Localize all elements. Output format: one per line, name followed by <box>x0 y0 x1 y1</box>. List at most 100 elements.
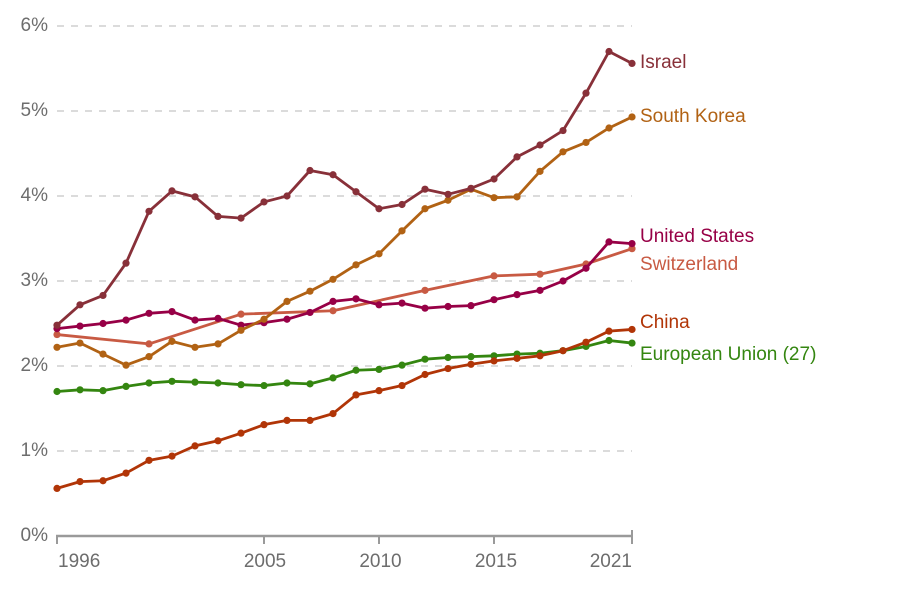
marker-south-korea <box>329 275 337 283</box>
marker-china <box>99 477 107 485</box>
marker-european-union-27 <box>306 380 314 388</box>
marker-south-korea <box>605 124 613 132</box>
series-label-south-korea[interactable]: South Korea <box>640 105 746 127</box>
marker-switzerland <box>53 330 61 339</box>
marker-south-korea <box>582 138 590 147</box>
marker-south-korea <box>145 353 153 361</box>
marker-european-union-27 <box>398 361 406 369</box>
marker-united-states <box>513 291 521 299</box>
marker-south-korea <box>421 205 429 213</box>
y-axis-tick-label: 6% <box>20 15 48 36</box>
marker-switzerland <box>490 272 498 280</box>
marker-south-korea <box>99 350 107 358</box>
series-european-union-27[interactable] <box>53 336 636 396</box>
marker-israel <box>490 175 498 183</box>
marker-united-states <box>628 240 636 248</box>
marker-south-korea <box>237 326 245 334</box>
marker-china <box>329 410 337 418</box>
series-united-states[interactable] <box>53 238 636 333</box>
marker-israel <box>306 166 314 175</box>
y-axis-tick-label: 3% <box>20 270 48 291</box>
x-axis <box>56 530 633 544</box>
marker-china <box>536 352 544 360</box>
marker-switzerland <box>329 307 337 315</box>
marker-china <box>605 327 613 335</box>
series-label-china[interactable]: China <box>640 312 690 334</box>
marker-china <box>444 364 452 373</box>
marker-china <box>490 357 498 365</box>
marker-european-union-27 <box>76 386 84 394</box>
series-switzerland[interactable] <box>53 245 636 348</box>
marker-china <box>467 360 475 368</box>
marker-switzerland <box>421 286 429 294</box>
marker-israel <box>398 200 406 209</box>
marker-china <box>375 387 383 395</box>
marker-south-korea <box>168 337 176 345</box>
marker-european-union-27 <box>99 387 107 395</box>
marker-european-union-27 <box>237 381 245 389</box>
marker-united-states <box>375 301 383 309</box>
marker-china <box>168 452 176 460</box>
series-south-korea[interactable] <box>53 113 636 369</box>
marker-south-korea <box>444 196 452 204</box>
y-axis-tick-label: 2% <box>20 355 48 376</box>
marker-south-korea <box>536 167 544 175</box>
line-switzerland <box>55 247 634 346</box>
marker-united-states <box>490 296 498 304</box>
marker-israel <box>145 207 153 215</box>
y-axis-tick-label: 4% <box>20 185 48 206</box>
marker-israel <box>375 205 383 213</box>
marker-china <box>53 484 61 492</box>
marker-south-korea <box>214 340 222 348</box>
marker-united-states <box>559 277 567 285</box>
marker-united-states <box>145 309 153 317</box>
marker-israel <box>99 291 107 300</box>
marker-israel <box>536 141 544 149</box>
series-israel[interactable] <box>53 47 636 329</box>
marker-china <box>145 456 153 464</box>
marker-israel <box>191 193 199 201</box>
marker-european-union-27 <box>191 378 199 386</box>
marker-china <box>559 347 567 355</box>
marker-european-union-27 <box>260 381 268 390</box>
marker-european-union-27 <box>145 379 153 387</box>
x-axis-tick-label-2005: 2005 <box>243 551 287 572</box>
marker-switzerland <box>628 245 636 253</box>
marker-united-states <box>214 314 222 322</box>
marker-china <box>122 469 130 477</box>
marker-israel <box>352 188 360 196</box>
series-label-israel[interactable]: Israel <box>640 52 687 74</box>
series-label-switzerland[interactable]: Switzerland <box>640 253 739 275</box>
marker-united-states <box>306 308 314 317</box>
marker-south-korea <box>53 343 61 351</box>
series-label-european-union-27[interactable]: European Union (27) <box>640 344 817 366</box>
marker-european-union-27 <box>444 353 452 362</box>
marker-european-union-27 <box>214 379 222 387</box>
marker-china <box>352 391 360 399</box>
marker-european-union-27 <box>53 387 61 396</box>
marker-south-korea <box>76 339 84 347</box>
y-axis-tick-label: 0% <box>20 525 48 546</box>
marker-israel <box>628 59 636 67</box>
marker-switzerland <box>536 270 544 278</box>
series-label-united-states[interactable]: United States <box>640 225 755 247</box>
line-israel <box>55 50 634 327</box>
line-south-korea <box>55 115 634 367</box>
marker-south-korea <box>559 148 567 156</box>
marker-china <box>398 381 406 390</box>
marker-china <box>582 338 590 346</box>
marker-south-korea <box>191 343 199 351</box>
y-axis-tick-label: 1% <box>20 440 48 461</box>
marker-united-states <box>421 304 429 312</box>
series-china[interactable] <box>53 325 636 492</box>
x-axis-tick-label-1996: 1996 <box>58 551 101 572</box>
line-european-union-27 <box>55 339 634 393</box>
marker-israel <box>444 190 452 198</box>
marker-south-korea <box>352 261 360 269</box>
marker-israel <box>260 198 268 206</box>
marker-european-union-27 <box>605 336 613 345</box>
marker-south-korea <box>375 250 383 258</box>
marker-united-states <box>99 319 107 328</box>
marker-china <box>260 421 268 429</box>
